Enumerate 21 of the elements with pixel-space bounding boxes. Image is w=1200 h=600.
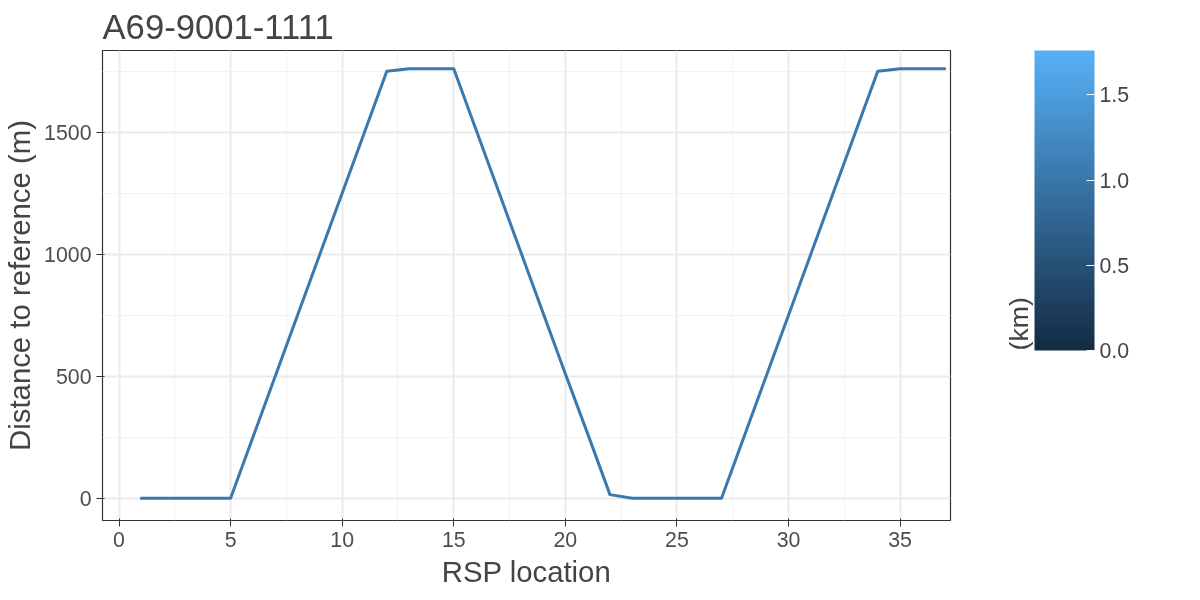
chart-title: A69-9001-1111	[102, 7, 334, 46]
x-tick-label: 5	[224, 527, 237, 552]
x-tick-label: 0	[113, 527, 126, 552]
line-series	[139, 67, 947, 500]
x-tick-label: 25	[665, 527, 689, 552]
color-bar-title: (km)	[1003, 297, 1034, 351]
x-tick-label: 35	[888, 527, 912, 552]
x-tick-label: 30	[776, 527, 801, 552]
x-tick-label: 15	[441, 527, 466, 552]
y-axis-title: Distance to reference (m)	[3, 120, 37, 451]
x-tick-label: 10	[330, 527, 355, 552]
y-tick-label: 500	[55, 364, 92, 389]
x-tick-label: 20	[553, 527, 578, 552]
y-tick-label: 1500	[44, 120, 92, 145]
color-bar-label: 1.5	[1099, 83, 1130, 108]
color-bar-label: 1.0	[1099, 168, 1130, 193]
x-axis-title: RSP location	[441, 554, 611, 588]
y-tick-label: 0	[79, 486, 92, 511]
y-tick-label: 1000	[44, 242, 92, 267]
color-bar-label: 0.0	[1099, 339, 1130, 363]
color-bar-label: 0.5	[1099, 253, 1130, 278]
